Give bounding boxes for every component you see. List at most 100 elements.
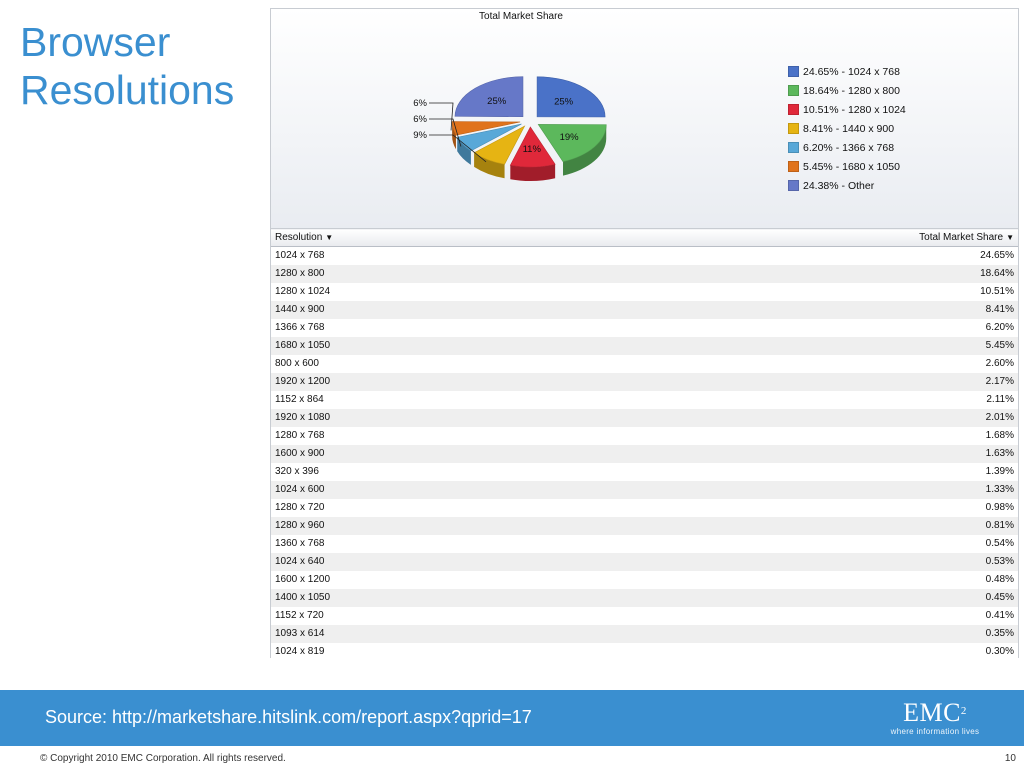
share-cell: 0.30%: [985, 646, 1014, 657]
table-row[interactable]: 1920 x 1080 2.01%: [271, 408, 1018, 427]
table-row[interactable]: 320 x 396 1.39%: [271, 463, 1018, 481]
footer-bar: Source: http://marketshare.hitslink.com/…: [0, 690, 1024, 746]
table-row[interactable]: 1280 x 1024 10.51%: [271, 283, 1018, 301]
legend-item: 18.64% - 1280 x 800: [788, 81, 906, 100]
table-row[interactable]: 1024 x 600 1.33%: [271, 480, 1018, 499]
sort-down-icon[interactable]: ▼: [325, 233, 334, 242]
legend-label: 18.64% - 1280 x 800: [803, 84, 900, 97]
table-header-row: Resolution ▼ Total Market Share ▼: [271, 228, 1018, 247]
table-row[interactable]: 1024 x 640 0.53%: [271, 552, 1018, 571]
legend-label: 6.20% - 1366 x 768: [803, 141, 895, 154]
pie-slice[interactable]: [451, 121, 521, 136]
table-row[interactable]: 1440 x 900 8.41%: [271, 300, 1018, 319]
table-row[interactable]: 1680 x 1050 5.45%: [271, 336, 1018, 355]
table-row[interactable]: 1280 x 960 0.81%: [271, 516, 1018, 535]
column-header-resolution-label: Resolution: [275, 232, 323, 243]
legend-swatch: [788, 161, 799, 172]
legend-item: 24.38% - Other: [788, 176, 906, 195]
pie-slice-label: 19%: [560, 132, 580, 143]
table-row[interactable]: 1024 x 768 24.65%: [271, 247, 1018, 265]
emc-logo-wordmark: EMC2: [889, 699, 981, 727]
resolution-cell: 1600 x 1200: [275, 574, 331, 585]
table-row[interactable]: 1400 x 1050 0.45%: [271, 588, 1018, 607]
legend-swatch: [788, 66, 799, 77]
pie-slice-side: [563, 124, 607, 176]
legend-item: 6.20% - 1366 x 768: [788, 138, 906, 157]
resolution-cell: 1280 x 1024: [275, 286, 331, 297]
resolution-cell: 1440 x 900: [271, 300, 564, 319]
table-row[interactable]: 800 x 600 2.60%: [271, 355, 1018, 373]
table-row[interactable]: 1024 x 819 0.30%: [271, 643, 1018, 659]
legend-label: 5.45% - 1680 x 1050: [803, 160, 900, 173]
emc-logo-tagline: where information lives: [890, 727, 980, 736]
share-cell: 10.51%: [980, 286, 1014, 297]
resolution-cell: 320 x 396: [275, 466, 319, 477]
chart-legend: 24.65% - 1024 x 768 18.64% - 1280 x 800 10…: [788, 62, 906, 195]
resolution-cell: 1280 x 720: [275, 502, 325, 513]
pie-slice[interactable]: [454, 76, 524, 118]
share-cell: 0.45%: [563, 588, 1018, 607]
legend-swatch: [788, 142, 799, 153]
table-row[interactable]: 1920 x 1200 2.17%: [271, 372, 1018, 391]
resolution-cell: 1152 x 864: [275, 394, 324, 405]
sort-down-icon[interactable]: ▼: [1006, 233, 1014, 242]
share-cell: 24.65%: [980, 250, 1014, 262]
table-row[interactable]: 1280 x 768 1.68%: [271, 427, 1018, 445]
resolution-cell: 1093 x 614: [271, 624, 564, 643]
pie-slice-label: 6%: [413, 114, 427, 125]
share-cell: 1.33%: [563, 480, 1018, 499]
pie-slice-side: [474, 152, 505, 179]
share-cell: 0.41%: [985, 610, 1014, 621]
share-cell: 2.11%: [986, 394, 1014, 405]
table-row[interactable]: 1366 x 768 6.20%: [271, 319, 1018, 337]
emc-logo: EMC2 where information lives: [889, 699, 981, 737]
share-cell: 0.54%: [985, 538, 1014, 549]
table-row[interactable]: 1152 x 864 2.11%: [271, 391, 1018, 409]
share-cell: 0.53%: [563, 552, 1018, 571]
resolution-cell: 800 x 600: [275, 358, 319, 369]
legend-item: 5.45% - 1680 x 1050: [788, 157, 906, 176]
table-row[interactable]: 1280 x 720 0.98%: [271, 499, 1018, 517]
resolution-cell: 1360 x 768: [275, 538, 325, 549]
resolution-table-container: Resolution ▼ Total Market Share ▼ 1024 x 7…: [270, 228, 1019, 658]
source-text: Source: http://marketshare.hitslink.com/…: [45, 707, 532, 727]
pie-leader-line: [429, 118, 462, 147]
pie-slice-label: 25%: [487, 96, 507, 107]
resolution-cell: 1280 x 800: [271, 264, 564, 283]
column-header-share[interactable]: Total Market Share ▼: [563, 228, 1018, 247]
table-row[interactable]: 1280 x 800 18.64%: [271, 264, 1018, 283]
legend-item: 10.51% - 1280 x 1024: [788, 100, 906, 119]
slide-title: Browser Resolutions: [20, 18, 270, 114]
pie-slice-label: 25%: [554, 96, 574, 107]
resolution-cell: 1024 x 600: [271, 480, 564, 499]
pie-leader-line: [429, 134, 487, 163]
share-cell: 18.64%: [563, 264, 1018, 283]
pie-slice[interactable]: [537, 124, 607, 162]
column-header-resolution[interactable]: Resolution ▼: [271, 228, 564, 247]
share-cell: 8.41%: [563, 300, 1018, 319]
resolution-cell: 1680 x 1050: [271, 336, 564, 355]
table-row[interactable]: 1600 x 900 1.63%: [271, 444, 1018, 463]
table-row[interactable]: 1093 x 614 0.35%: [271, 624, 1018, 643]
resolution-cell: 1280 x 768: [275, 430, 325, 441]
pie-slice[interactable]: [536, 76, 606, 118]
resolution-cell: 1920 x 1200: [271, 372, 564, 391]
resolution-cell: 1024 x 819: [275, 646, 325, 657]
pie-chart-svg: 25% 19% 11% 9% 6% 6% 25%: [413, 76, 607, 181]
pie-slice[interactable]: [456, 123, 522, 152]
table-row[interactable]: 1600 x 1200 0.48%: [271, 571, 1018, 589]
resolution-table: Resolution ▼ Total Market Share ▼ 1024 x 7…: [271, 228, 1018, 658]
table-row[interactable]: 1360 x 768 0.54%: [271, 535, 1018, 553]
share-cell: 1.63%: [563, 444, 1018, 463]
share-cell: 6.20%: [985, 322, 1014, 333]
table-row[interactable]: 1152 x 720 0.41%: [271, 607, 1018, 625]
copyright-notice: © Copyright 2010 EMC Corporation. All ri…: [40, 753, 286, 764]
pie-slice[interactable]: [473, 125, 526, 165]
legend-label: 24.38% - Other: [803, 179, 875, 192]
share-cell: 5.45%: [563, 336, 1018, 355]
legend-swatch: [788, 85, 799, 96]
share-cell: 0.35%: [563, 624, 1018, 643]
pie-slice-label: 11%: [523, 144, 542, 155]
share-cell: 2.01%: [563, 408, 1018, 427]
pie-slice[interactable]: [509, 126, 556, 168]
